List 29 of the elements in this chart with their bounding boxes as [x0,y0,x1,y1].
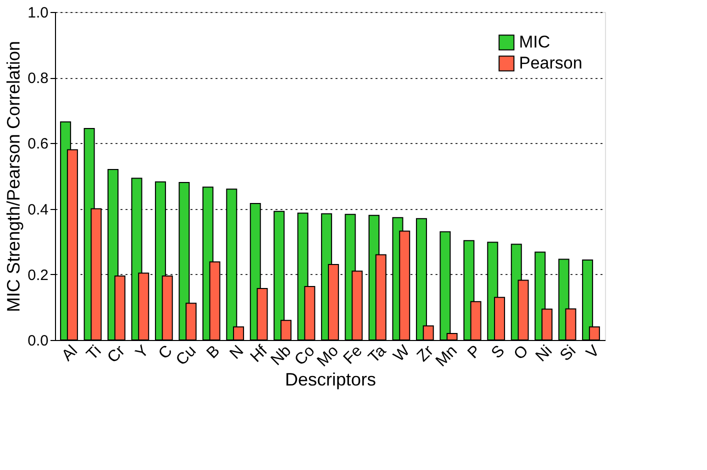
x-tick-label: W [390,342,414,366]
x-tick-label: Ni [532,342,556,366]
x-tick-label: Si [557,342,580,365]
x-tick-label: Al [58,342,82,365]
y-tick-label: 0.6 [28,136,48,153]
x-tick-label: Cr [104,342,129,366]
y-tick-label: 0.4 [28,201,48,218]
y-tick-label: 0.8 [28,70,48,88]
x-tick-label: P [464,342,484,362]
x-tick-label: Mn [432,342,461,370]
x-tick-label: Y [132,342,152,362]
x-tick-label: N [226,342,248,363]
x-tick-label: Fe [340,342,366,368]
y-axis-title: MIC Strength/Pearson Correlation [4,40,24,312]
x-tick-label: Cu [173,342,200,369]
x-axis-title: Descriptors [284,370,376,390]
x-tick-label: S [488,342,508,362]
x-tick-label: C [156,342,176,363]
x-tick-label: Mo [314,342,342,370]
legend-label: MIC [519,32,550,52]
x-tick-label: B [204,342,224,362]
x-tick-label: Ta [366,342,390,366]
x-tick-label: V [583,342,604,362]
x-tick-label: Ti [84,342,105,364]
legend-label: Pearson [519,54,582,72]
x-tick-label: O [511,342,532,364]
y-tick-label: 0.2 [28,266,48,284]
y-tick-label: 0.0 [28,332,48,350]
y-tick-label: 1.0 [28,4,48,22]
